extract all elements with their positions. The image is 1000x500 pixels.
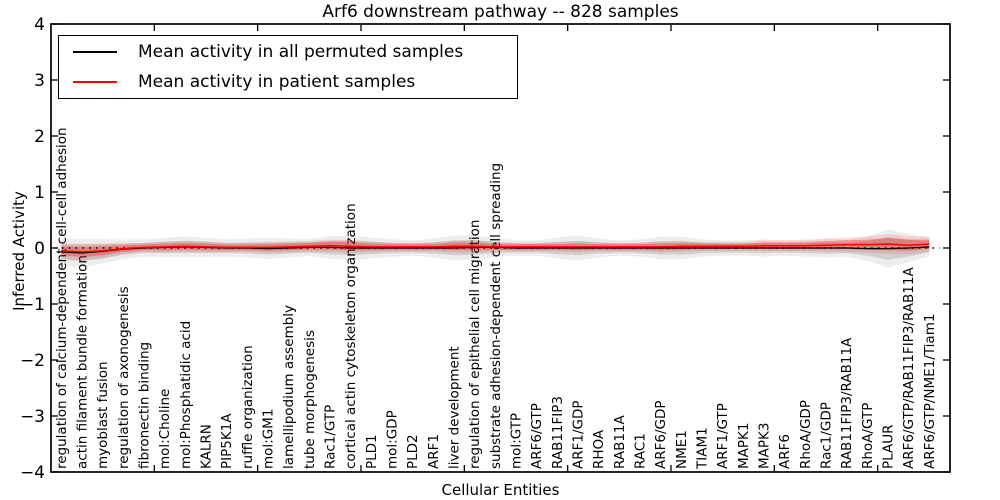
x-tick-label: cortical actin cytoskeleton organization [343, 203, 359, 469]
permuted-band [61, 237, 930, 262]
x-tick-label: RHOA [591, 429, 607, 469]
x-tick-label: PLD2 [405, 434, 421, 469]
x-tick-label: PLD1 [364, 434, 380, 469]
patient-line-sample-icon [73, 81, 117, 83]
x-tick-label: PLAUR [881, 425, 897, 469]
x-tick-label: ARF1 [426, 434, 442, 469]
y-tick-label: 3 [34, 71, 45, 91]
x-tick-label: regulation of axonogenesis [116, 286, 132, 469]
x-tick-label: RAC1 [633, 433, 649, 469]
x-tick-label: mol:Phosphatidic acid [178, 321, 194, 469]
x-tick-label: RhoA/GTP [860, 403, 876, 469]
x-tick-label: ARF6/GTP/NME1/Tiam1 [922, 314, 938, 469]
x-tick-label: ARF1/GTP [715, 403, 731, 469]
x-tick-label: MAPK1 [736, 423, 752, 469]
legend: Mean activity in all permuted samples Me… [58, 35, 518, 99]
y-tick-label: 1 [34, 183, 45, 203]
permuted-line-sample-icon [73, 51, 117, 53]
x-tick-label: ARF6/GDP [653, 400, 669, 469]
x-tick-label: MAPK3 [757, 423, 773, 469]
axes-frame [50, 23, 951, 473]
y-axis-label: Inferred Activity [10, 191, 28, 311]
y-tick-label: 4 [34, 15, 45, 35]
x-tick-label: substrate adhesion-dependent cell spread… [488, 163, 504, 469]
x-tick-label: Rac1/GDP [819, 402, 835, 469]
x-tick-label: actin filament bundle formation [75, 255, 91, 469]
x-tick-label: mol:GTP [509, 413, 525, 469]
legend-item-patient: Mean activity in patient samples [59, 68, 517, 96]
patient-mean-line [61, 243, 930, 253]
x-tick-label: RAB11FIP3 [550, 396, 566, 469]
legend-label-patient: Mean activity in patient samples [138, 72, 416, 92]
x-tick-label: TIAM1 [695, 427, 711, 470]
x-tick-label: ARF6/GTP [529, 403, 545, 469]
x-tick-label: regulation of calcium-dependent cell-cel… [54, 127, 70, 469]
x-tick-label: ARF1/GDP [571, 400, 587, 469]
x-axis-label: Cellular Entities [441, 481, 560, 499]
x-tick-label: Rac1/GTP [323, 405, 339, 469]
x-tick-label: ARF6/GTP/RAB11FIP3/RAB11A [901, 267, 917, 469]
x-tick-label: fibronectin binding [137, 342, 153, 469]
y-tick-label: −4 [20, 463, 45, 483]
x-tick-label: NME1 [674, 430, 690, 469]
permuted-band-outer [61, 229, 930, 268]
x-tick-label: RAB11FIP3/RAB11A [839, 337, 855, 469]
y-tick-label: 0 [34, 239, 45, 259]
y-tick-label: −2 [20, 351, 45, 371]
x-tick-label: mol:GDP [385, 410, 401, 469]
x-tick-label: KALRN [199, 424, 215, 469]
x-tick-label: ruffle organization [240, 345, 256, 469]
x-tick-label: lamellipodium assembly [281, 305, 297, 469]
x-tick-label: tube morphogenesis [302, 330, 318, 469]
x-tick-label: regulation of epithelial cell migration [467, 220, 483, 469]
x-tick-label: mol:GM1 [261, 409, 277, 469]
chart-title: Arf6 downstream pathway -- 828 samples [322, 2, 679, 22]
legend-item-permuted: Mean activity in all permuted samples [59, 38, 517, 66]
x-tick-label: RAB11A [612, 414, 628, 469]
y-tick-label: −3 [20, 407, 45, 427]
x-tick-label: mol:Choline [157, 389, 173, 469]
x-tick-label: ARF6 [777, 434, 793, 469]
y-tick-label: 2 [34, 127, 45, 147]
x-tick-label: PIP5K1A [219, 413, 235, 469]
x-tick-label: RhoA/GDP [798, 400, 814, 469]
legend-label-permuted: Mean activity in all permuted samples [138, 42, 464, 62]
y-tick-label: −1 [20, 295, 45, 315]
x-tick-label: myoblast fusion [95, 361, 111, 469]
x-tick-label: liver development [447, 346, 463, 469]
